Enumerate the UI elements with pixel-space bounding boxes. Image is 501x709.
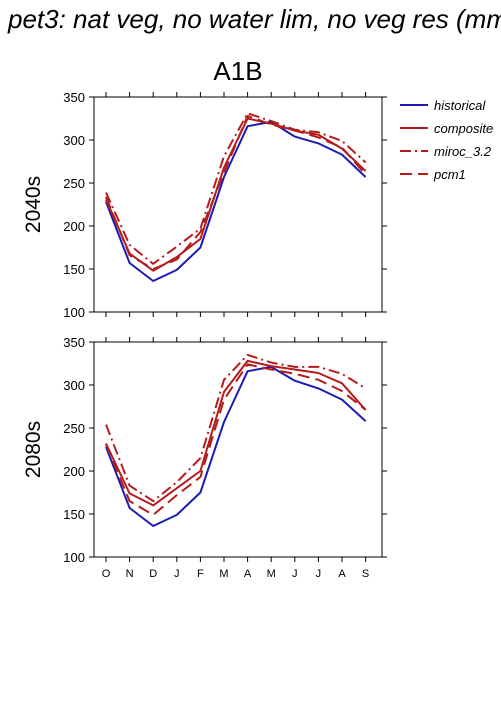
panel-1: 100 150 200 250 300 350 2040s — [22, 90, 387, 320]
x-tick-label: J — [316, 568, 322, 580]
y-tick-label: 150 — [63, 507, 85, 522]
plot-frame — [93, 341, 383, 558]
chart-title: pet3: nat veg, no water lim, no veg res … — [8, 4, 501, 34]
series-line-composite — [105, 117, 367, 272]
panel-title: A1B — [213, 56, 262, 86]
series-line-historical — [105, 365, 367, 527]
series-line-historical — [105, 120, 367, 282]
y-tick-label: 350 — [63, 335, 85, 350]
y-tick-label: 250 — [63, 176, 85, 191]
x-tick-label: M — [267, 568, 276, 580]
x-tick-label: M — [219, 568, 228, 580]
legend-label: historical — [434, 98, 486, 113]
legend: historical composite miroc_3.2 pcm1 — [400, 98, 493, 182]
y-axis-label: 2040s — [22, 176, 45, 233]
y-tick-label: 200 — [63, 464, 85, 479]
series-line-miroc-3-2 — [105, 353, 367, 503]
legend-label: composite — [434, 121, 493, 136]
y-tick-label: 150 — [63, 262, 85, 277]
y-tick-label: 100 — [63, 305, 85, 320]
x-tick-label: A — [338, 568, 346, 580]
y-tick-label: 350 — [63, 90, 85, 105]
x-tick-label: D — [149, 568, 157, 580]
x-tick-label: A — [244, 568, 252, 580]
legend-label: miroc_3.2 — [434, 144, 492, 159]
x-tick-label: F — [197, 568, 204, 580]
x-tick-label: J — [292, 568, 298, 580]
y-tick-label: 200 — [63, 219, 85, 234]
y-tick-label: 250 — [63, 421, 85, 436]
y-tick-label: 300 — [63, 133, 85, 148]
y-axis-label: 2080s — [22, 421, 45, 478]
y-tick-label: 300 — [63, 378, 85, 393]
series-line-pcm1 — [105, 363, 367, 516]
x-tick-label: O — [102, 568, 111, 580]
y-tick-label: 100 — [63, 550, 85, 565]
series-line-miroc-3-2 — [105, 112, 367, 265]
x-tick-label: S — [362, 568, 369, 580]
x-tick-label: J — [174, 568, 180, 580]
legend-label: pcm1 — [433, 167, 466, 182]
series-line-composite — [105, 359, 367, 507]
x-tick-label: N — [126, 568, 134, 580]
plot-frame — [93, 96, 383, 313]
panel-2: 100 150 200 250 300 350 2080s — [22, 335, 387, 565]
